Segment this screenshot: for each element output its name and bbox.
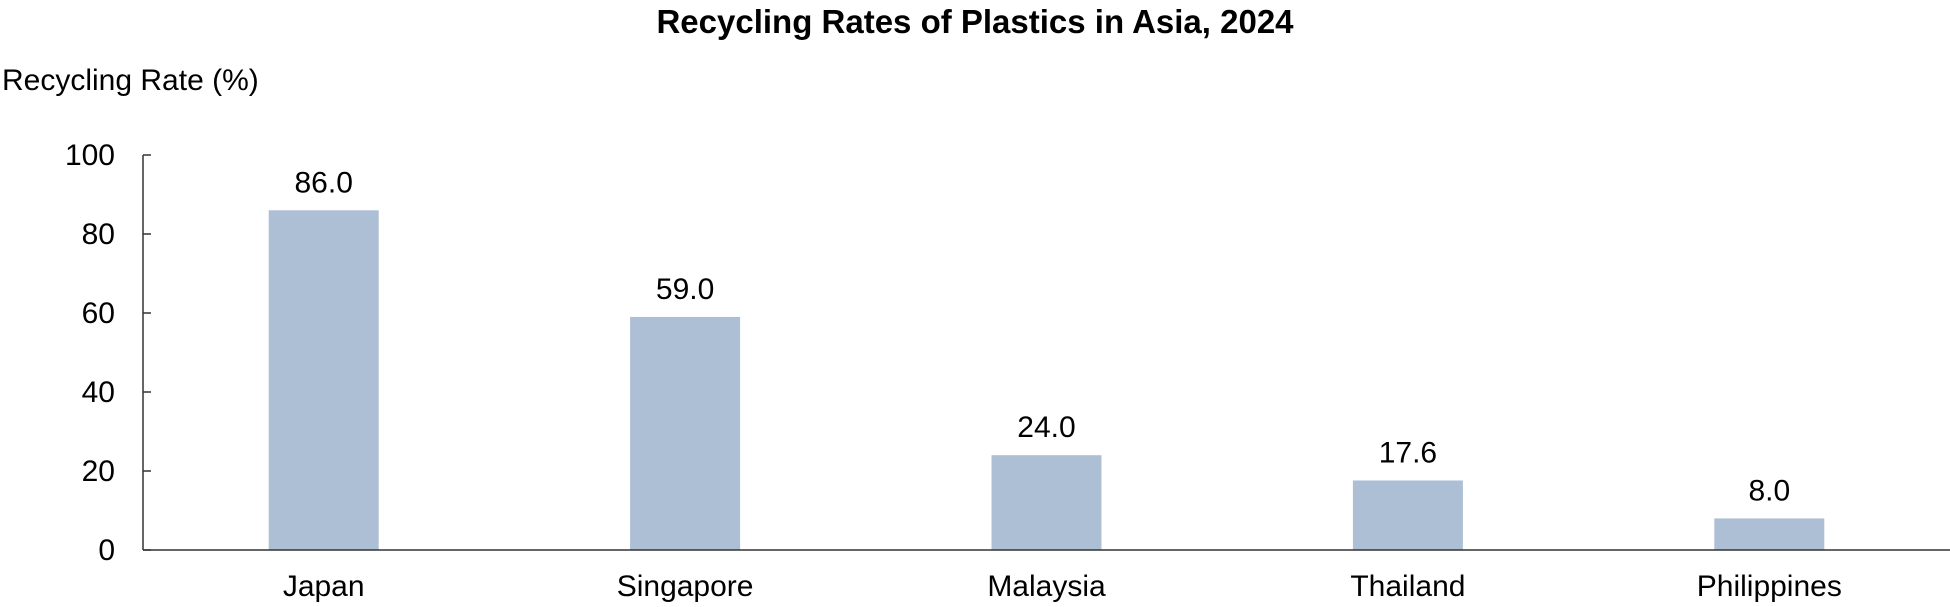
x-tick-label: Thailand [1350,570,1465,603]
data-label: 8.0 [1748,474,1790,507]
y-tick-label: 100 [65,139,115,172]
y-axis: 0 20 40 60 80 100 [65,139,151,567]
x-axis: Japan Singapore Malaysia Thailand Philippine… [143,549,1950,603]
x-tick-label: Singapore [617,570,754,603]
x-tick-label: Philippines [1697,570,1842,603]
y-tick-label: 80 [82,218,115,251]
bar [1352,480,1463,550]
y-tick-label: 20 [82,455,115,488]
y-tick-label: 0 [98,534,115,567]
y-tick-label: 40 [82,376,115,409]
bar [991,455,1102,550]
bar [630,316,741,550]
data-label: 24.0 [1017,411,1075,444]
data-label: 17.6 [1379,436,1437,469]
bars-group: 86.0 59.0 24.0 17.6 8.0 [268,166,1825,551]
bar [1714,518,1825,550]
data-label: 86.0 [295,166,353,199]
y-axis-label: Recycling Rate (%) [2,64,259,97]
x-tick-label: Malaysia [987,570,1106,603]
chart-title: Recycling Rates of Plastics in Asia, 202… [656,3,1294,40]
y-tick-label: 60 [82,297,115,330]
x-tick-label: Japan [283,570,365,603]
bar [268,210,379,551]
data-label: 59.0 [656,273,714,306]
